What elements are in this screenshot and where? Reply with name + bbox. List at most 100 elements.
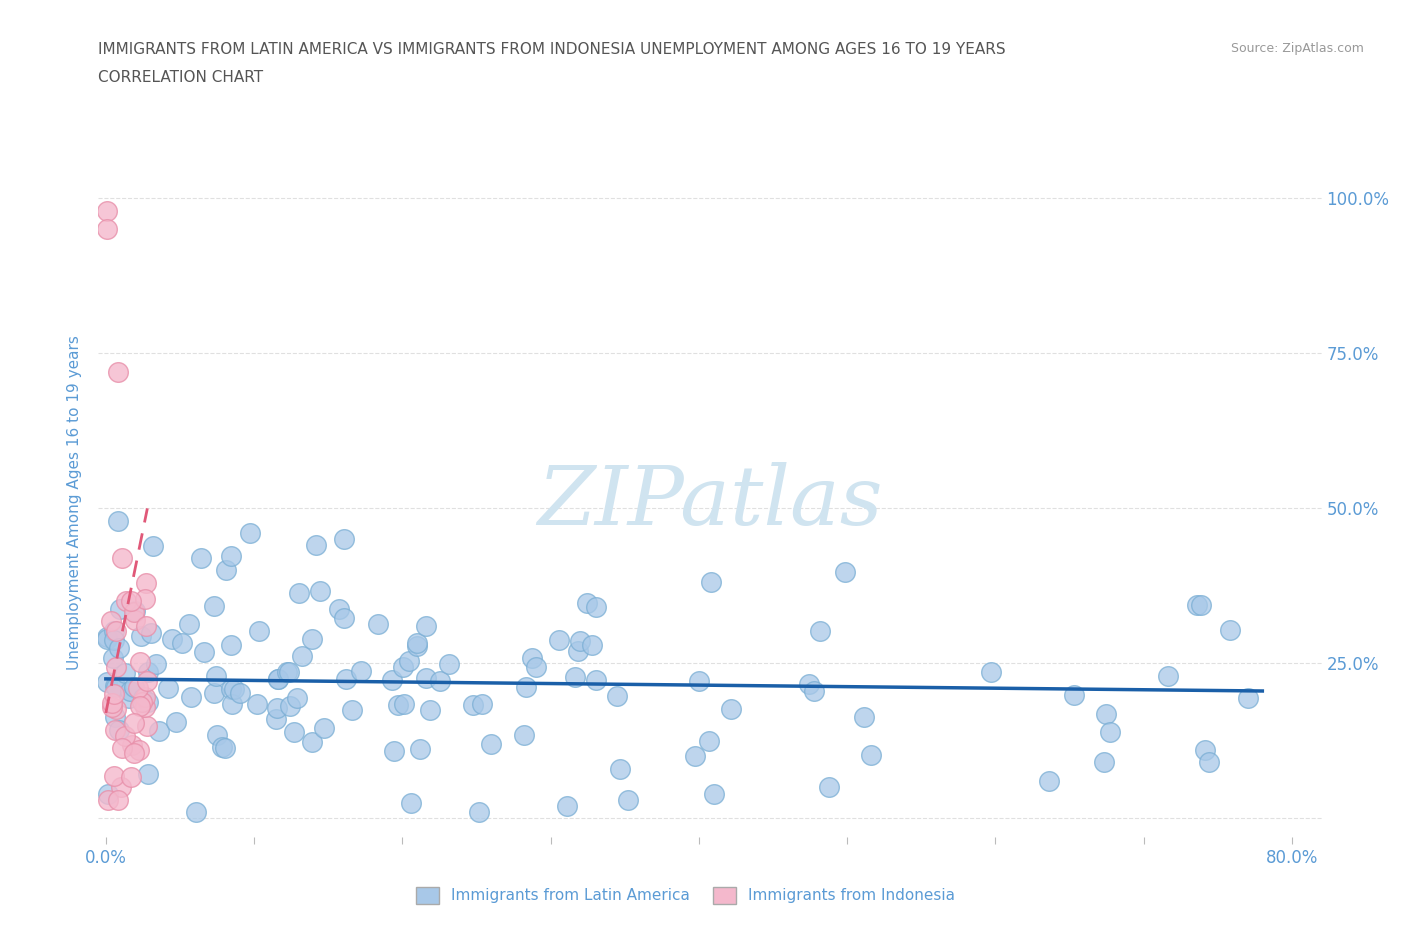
Point	[156, 681, 179, 696]
Point	[96, 675, 118, 690]
Point	[585, 600, 607, 615]
Point	[522, 650, 544, 665]
Point	[129, 628, 152, 643]
Point	[101, 696, 124, 711]
Point	[104, 710, 127, 724]
Point	[513, 727, 536, 742]
Point	[555, 799, 578, 814]
Point	[314, 720, 336, 735]
Point	[291, 649, 314, 664]
Point	[136, 664, 159, 679]
Point	[107, 792, 129, 807]
Point	[575, 595, 598, 610]
Point	[1219, 622, 1241, 637]
Point	[177, 617, 200, 631]
Point	[703, 786, 725, 801]
Point	[415, 618, 437, 633]
Point	[121, 737, 143, 752]
Point	[246, 697, 269, 711]
Point	[606, 688, 628, 703]
Point	[124, 613, 146, 628]
Point	[419, 703, 441, 718]
Point	[803, 684, 825, 698]
Point	[437, 657, 460, 671]
Point	[205, 727, 228, 742]
Point	[114, 728, 136, 743]
Point	[301, 632, 323, 647]
Point	[101, 651, 124, 666]
Point	[567, 644, 589, 658]
Point	[276, 665, 298, 680]
Point	[105, 660, 128, 675]
Point	[569, 633, 592, 648]
Point	[148, 724, 170, 738]
Point	[104, 624, 127, 639]
Point	[609, 762, 631, 777]
Point	[127, 681, 149, 696]
Point	[399, 795, 422, 810]
Point	[104, 723, 127, 737]
Text: Source: ZipAtlas.com: Source: ZipAtlas.com	[1230, 42, 1364, 55]
Point	[818, 780, 841, 795]
Point	[548, 632, 571, 647]
Point	[128, 743, 150, 758]
Point	[105, 679, 128, 694]
Point	[122, 604, 145, 619]
Point	[1092, 755, 1115, 770]
Point	[221, 697, 243, 711]
Point	[853, 710, 876, 724]
Point	[287, 586, 309, 601]
Point	[1156, 669, 1178, 684]
Point	[145, 657, 167, 671]
Point	[406, 635, 429, 650]
Point	[387, 698, 409, 712]
Point	[406, 639, 429, 654]
Point	[124, 604, 146, 618]
Point	[332, 532, 354, 547]
Point	[267, 671, 290, 686]
Point	[415, 671, 437, 685]
Point	[247, 624, 270, 639]
Point	[398, 654, 420, 669]
Point	[797, 676, 820, 691]
Point	[524, 659, 547, 674]
Point	[105, 702, 128, 717]
Point	[96, 204, 118, 219]
Point	[118, 684, 141, 698]
Point	[96, 222, 118, 237]
Point	[110, 780, 132, 795]
Point	[108, 723, 131, 737]
Point	[136, 719, 159, 734]
Point	[585, 672, 607, 687]
Point	[617, 792, 640, 807]
Point	[224, 682, 246, 697]
Point	[103, 632, 125, 647]
Point	[97, 792, 120, 807]
Point	[278, 698, 301, 713]
Point	[120, 770, 142, 785]
Point	[219, 638, 242, 653]
Point	[700, 575, 723, 590]
Point	[266, 701, 288, 716]
Point	[581, 637, 603, 652]
Point	[1198, 754, 1220, 769]
Point	[103, 769, 125, 784]
Point	[277, 664, 299, 679]
Point	[860, 748, 883, 763]
Point	[228, 685, 250, 700]
Point	[808, 623, 831, 638]
Point	[1038, 774, 1060, 789]
Point	[564, 670, 586, 684]
Point	[301, 735, 323, 750]
Point	[1185, 597, 1208, 612]
Point	[333, 610, 356, 625]
Point	[142, 538, 165, 553]
Point	[134, 591, 156, 606]
Point	[285, 691, 308, 706]
Point	[107, 365, 129, 379]
Point	[107, 640, 129, 655]
Point	[471, 697, 494, 711]
Point	[264, 711, 287, 726]
Point	[141, 626, 163, 641]
Point	[308, 584, 330, 599]
